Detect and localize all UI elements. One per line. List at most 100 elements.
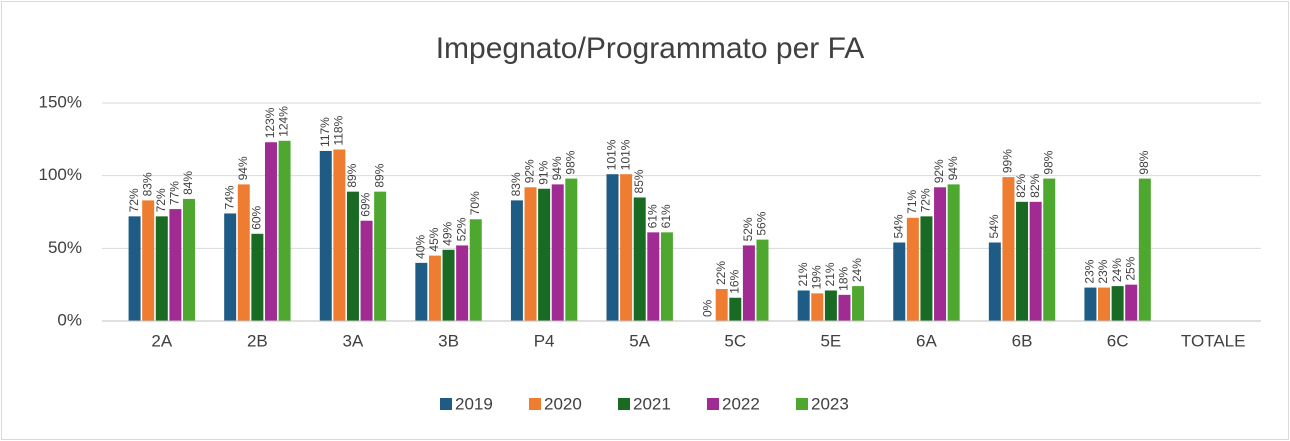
x-tick-label: 5C bbox=[724, 331, 746, 350]
x-tick-label: 6C bbox=[1107, 331, 1129, 350]
legend-label: 2021 bbox=[633, 394, 671, 413]
data-label: 85% bbox=[632, 169, 646, 193]
data-label: 92% bbox=[523, 159, 537, 183]
data-label: 94% bbox=[946, 156, 960, 180]
legend-swatch bbox=[707, 398, 719, 410]
bar bbox=[551, 184, 564, 321]
data-label: 52% bbox=[741, 217, 755, 241]
data-label: 83% bbox=[140, 172, 154, 196]
data-label: 99% bbox=[1001, 149, 1015, 173]
y-tick-label: 50% bbox=[48, 238, 82, 257]
data-label: 21% bbox=[823, 262, 837, 286]
bar bbox=[1084, 287, 1097, 321]
bar bbox=[947, 184, 960, 321]
bar bbox=[1125, 284, 1138, 321]
legend-label: 2022 bbox=[722, 394, 760, 413]
bar bbox=[1138, 178, 1151, 321]
bar bbox=[1043, 178, 1056, 321]
x-tick-label: 6B bbox=[1012, 331, 1033, 350]
data-label: 72% bbox=[919, 188, 933, 212]
bar bbox=[838, 294, 851, 321]
data-label: 60% bbox=[250, 205, 264, 229]
bar bbox=[906, 217, 919, 321]
data-label: 23% bbox=[1096, 259, 1110, 283]
bar bbox=[1098, 287, 1111, 321]
bar bbox=[633, 197, 646, 321]
data-label: 98% bbox=[1137, 150, 1151, 174]
data-label: 89% bbox=[345, 163, 359, 187]
data-label: 117% bbox=[318, 117, 332, 147]
legend-swatch bbox=[618, 398, 630, 410]
legend-swatch bbox=[796, 398, 808, 410]
bar bbox=[934, 187, 947, 321]
data-label: 18% bbox=[837, 266, 851, 290]
bar bbox=[360, 220, 373, 321]
bar bbox=[251, 233, 264, 321]
bar bbox=[1016, 201, 1029, 321]
data-label: 22% bbox=[714, 261, 728, 285]
legend-label: 2023 bbox=[811, 394, 849, 413]
data-label: 98% bbox=[563, 150, 577, 174]
bar bbox=[510, 200, 523, 321]
x-tick-label: TOTALE bbox=[1181, 331, 1246, 350]
data-label: 83% bbox=[509, 172, 523, 196]
bar bbox=[374, 191, 387, 321]
y-tick-label: 0% bbox=[57, 310, 82, 329]
data-label: 49% bbox=[441, 221, 455, 245]
x-tick-label: 5A bbox=[629, 331, 650, 350]
data-label: 56% bbox=[755, 211, 769, 235]
data-label: 74% bbox=[222, 185, 236, 209]
data-label: 77% bbox=[168, 181, 182, 205]
data-label: 92% bbox=[932, 159, 946, 183]
data-label: 45% bbox=[427, 227, 441, 251]
bar bbox=[1002, 177, 1015, 321]
data-label: 84% bbox=[181, 171, 195, 195]
bar bbox=[415, 262, 428, 321]
x-tick-label: 2B bbox=[247, 331, 268, 350]
data-label: 61% bbox=[645, 204, 659, 228]
bar bbox=[155, 216, 168, 321]
bar bbox=[346, 191, 359, 321]
data-label: 19% bbox=[809, 265, 823, 289]
data-label: 52% bbox=[454, 217, 468, 241]
x-tick-label: 3A bbox=[343, 331, 364, 350]
x-tick-label: 3B bbox=[438, 331, 459, 350]
data-label: 61% bbox=[659, 204, 673, 228]
bar bbox=[824, 290, 837, 321]
data-label: 25% bbox=[1123, 256, 1137, 280]
bar bbox=[169, 209, 182, 321]
x-tick-label: P4 bbox=[534, 331, 555, 350]
data-label: 40% bbox=[414, 235, 428, 259]
data-label: 123% bbox=[263, 107, 277, 138]
data-label: 72% bbox=[154, 188, 168, 212]
bar bbox=[428, 255, 441, 321]
data-label: 71% bbox=[905, 189, 919, 213]
data-label: 98% bbox=[1041, 150, 1055, 174]
data-label: 124% bbox=[277, 106, 291, 137]
data-label: 54% bbox=[987, 214, 1001, 238]
bar bbox=[1111, 286, 1124, 321]
data-label: 101% bbox=[605, 139, 619, 170]
legend-label: 2019 bbox=[455, 394, 493, 413]
data-label: 23% bbox=[1083, 259, 1097, 283]
data-label: 24% bbox=[850, 258, 864, 282]
data-label: 82% bbox=[1014, 173, 1028, 197]
data-label: 72% bbox=[127, 188, 141, 212]
bar bbox=[811, 293, 824, 321]
data-label: 94% bbox=[550, 156, 564, 180]
data-label: 89% bbox=[372, 163, 386, 187]
x-tick-label: 2A bbox=[151, 331, 172, 350]
data-label: 94% bbox=[236, 156, 250, 180]
bar bbox=[264, 142, 277, 321]
bar bbox=[142, 200, 155, 321]
bar bbox=[524, 187, 537, 321]
data-label: 24% bbox=[1110, 258, 1124, 282]
bar bbox=[237, 184, 250, 321]
bar bbox=[456, 245, 469, 321]
legend-swatch bbox=[529, 398, 541, 410]
bar bbox=[715, 289, 728, 321]
bar bbox=[442, 249, 455, 321]
bar bbox=[756, 239, 769, 321]
bar bbox=[1029, 201, 1042, 321]
